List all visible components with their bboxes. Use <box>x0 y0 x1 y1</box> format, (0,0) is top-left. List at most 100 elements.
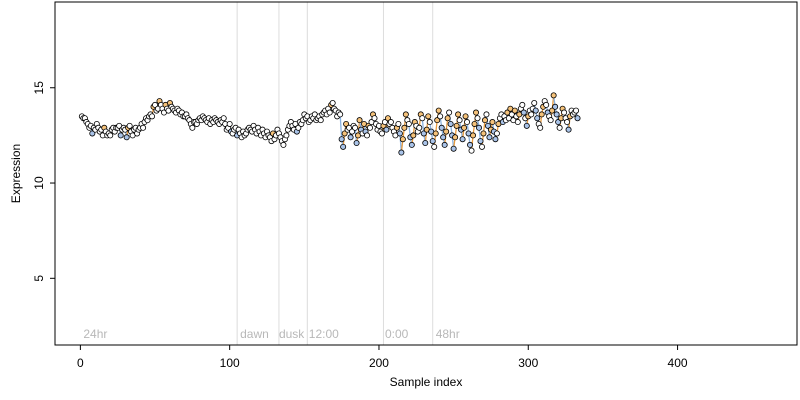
data-point <box>552 103 559 110</box>
data-point <box>564 119 571 126</box>
data-point <box>519 101 526 108</box>
data-point <box>484 122 491 129</box>
region-label: 48hr <box>436 327 460 341</box>
data-point <box>364 132 371 139</box>
data-point <box>550 92 557 99</box>
data-point <box>383 126 390 133</box>
data-point <box>471 120 478 127</box>
data-point <box>326 109 333 116</box>
data-point <box>532 107 539 114</box>
y-tick-label: 5 <box>32 275 46 282</box>
data-point <box>555 119 562 126</box>
data-point <box>440 134 447 141</box>
data-point <box>474 115 481 122</box>
data-point <box>220 115 227 122</box>
data-points <box>78 92 581 156</box>
data-point <box>399 136 406 143</box>
data-point <box>337 111 344 118</box>
data-point <box>441 141 448 148</box>
data-point <box>452 134 459 141</box>
data-point <box>444 115 451 122</box>
data-point <box>486 134 493 141</box>
data-point <box>410 132 417 139</box>
data-point <box>467 141 474 148</box>
y-tick-label: 15 <box>32 81 46 95</box>
series-segment <box>339 114 343 140</box>
data-point <box>140 124 147 131</box>
data-point <box>473 109 480 116</box>
data-point <box>437 113 444 120</box>
data-point <box>341 130 348 137</box>
data-point <box>117 132 124 139</box>
data-point <box>107 132 114 139</box>
x-tick-label: 0 <box>77 356 84 370</box>
data-point <box>438 124 445 131</box>
data-point <box>459 136 466 143</box>
data-point <box>511 107 518 114</box>
data-point <box>329 99 336 106</box>
data-point <box>378 130 385 137</box>
data-point <box>455 111 462 118</box>
data-point <box>347 134 354 141</box>
data-point <box>280 141 287 148</box>
data-point <box>531 99 538 106</box>
x-tick-label: 100 <box>220 356 240 370</box>
data-point <box>416 124 423 131</box>
data-point <box>543 101 550 108</box>
data-point <box>443 128 450 135</box>
data-point <box>462 113 469 120</box>
data-point <box>534 115 541 122</box>
data-point <box>432 130 439 137</box>
data-point <box>574 115 581 122</box>
plot-frame <box>54 1 798 346</box>
data-point <box>408 141 415 148</box>
data-point <box>573 107 580 114</box>
x-tick-label: 400 <box>668 356 688 370</box>
data-point <box>538 111 545 118</box>
data-point <box>461 124 468 131</box>
data-point <box>189 124 196 131</box>
data-point <box>481 117 488 124</box>
data-point <box>565 126 572 133</box>
region-labels: 24hr dawn dusk 12:00 0:00 48hr <box>83 327 459 341</box>
y-tick-label: 10 <box>32 176 46 190</box>
region-label: dusk <box>279 327 305 341</box>
data-point <box>477 138 484 145</box>
data-point <box>468 147 475 154</box>
data-point <box>283 132 290 139</box>
region-label: 0:00 <box>385 327 409 341</box>
x-tick-label: 200 <box>369 356 389 370</box>
data-point <box>425 113 432 120</box>
region-label: 12:00 <box>309 327 339 341</box>
data-point <box>435 107 442 114</box>
data-point <box>149 113 156 120</box>
data-point <box>556 124 563 131</box>
data-point <box>367 124 374 131</box>
data-point <box>447 120 454 127</box>
region-label: 24hr <box>83 327 107 341</box>
x-axis-title: Sample index <box>390 375 463 389</box>
data-point <box>420 130 427 137</box>
data-point <box>537 124 544 131</box>
data-point <box>402 111 409 118</box>
data-point <box>126 122 133 129</box>
data-point <box>426 119 433 126</box>
data-point <box>434 117 441 124</box>
data-point <box>396 130 403 137</box>
data-point <box>401 124 408 131</box>
data-point <box>478 143 485 150</box>
data-point <box>480 130 487 137</box>
data-point <box>384 115 391 122</box>
data-point <box>398 149 405 156</box>
data-point <box>387 119 394 126</box>
data-point <box>226 120 233 127</box>
data-point <box>553 111 560 118</box>
x-tick-label: 300 <box>518 356 538 370</box>
data-point <box>450 145 457 152</box>
data-point <box>520 109 527 116</box>
data-point <box>523 122 530 129</box>
data-point <box>349 128 356 135</box>
data-point <box>446 109 453 116</box>
data-point <box>338 136 345 143</box>
data-point <box>317 117 324 124</box>
